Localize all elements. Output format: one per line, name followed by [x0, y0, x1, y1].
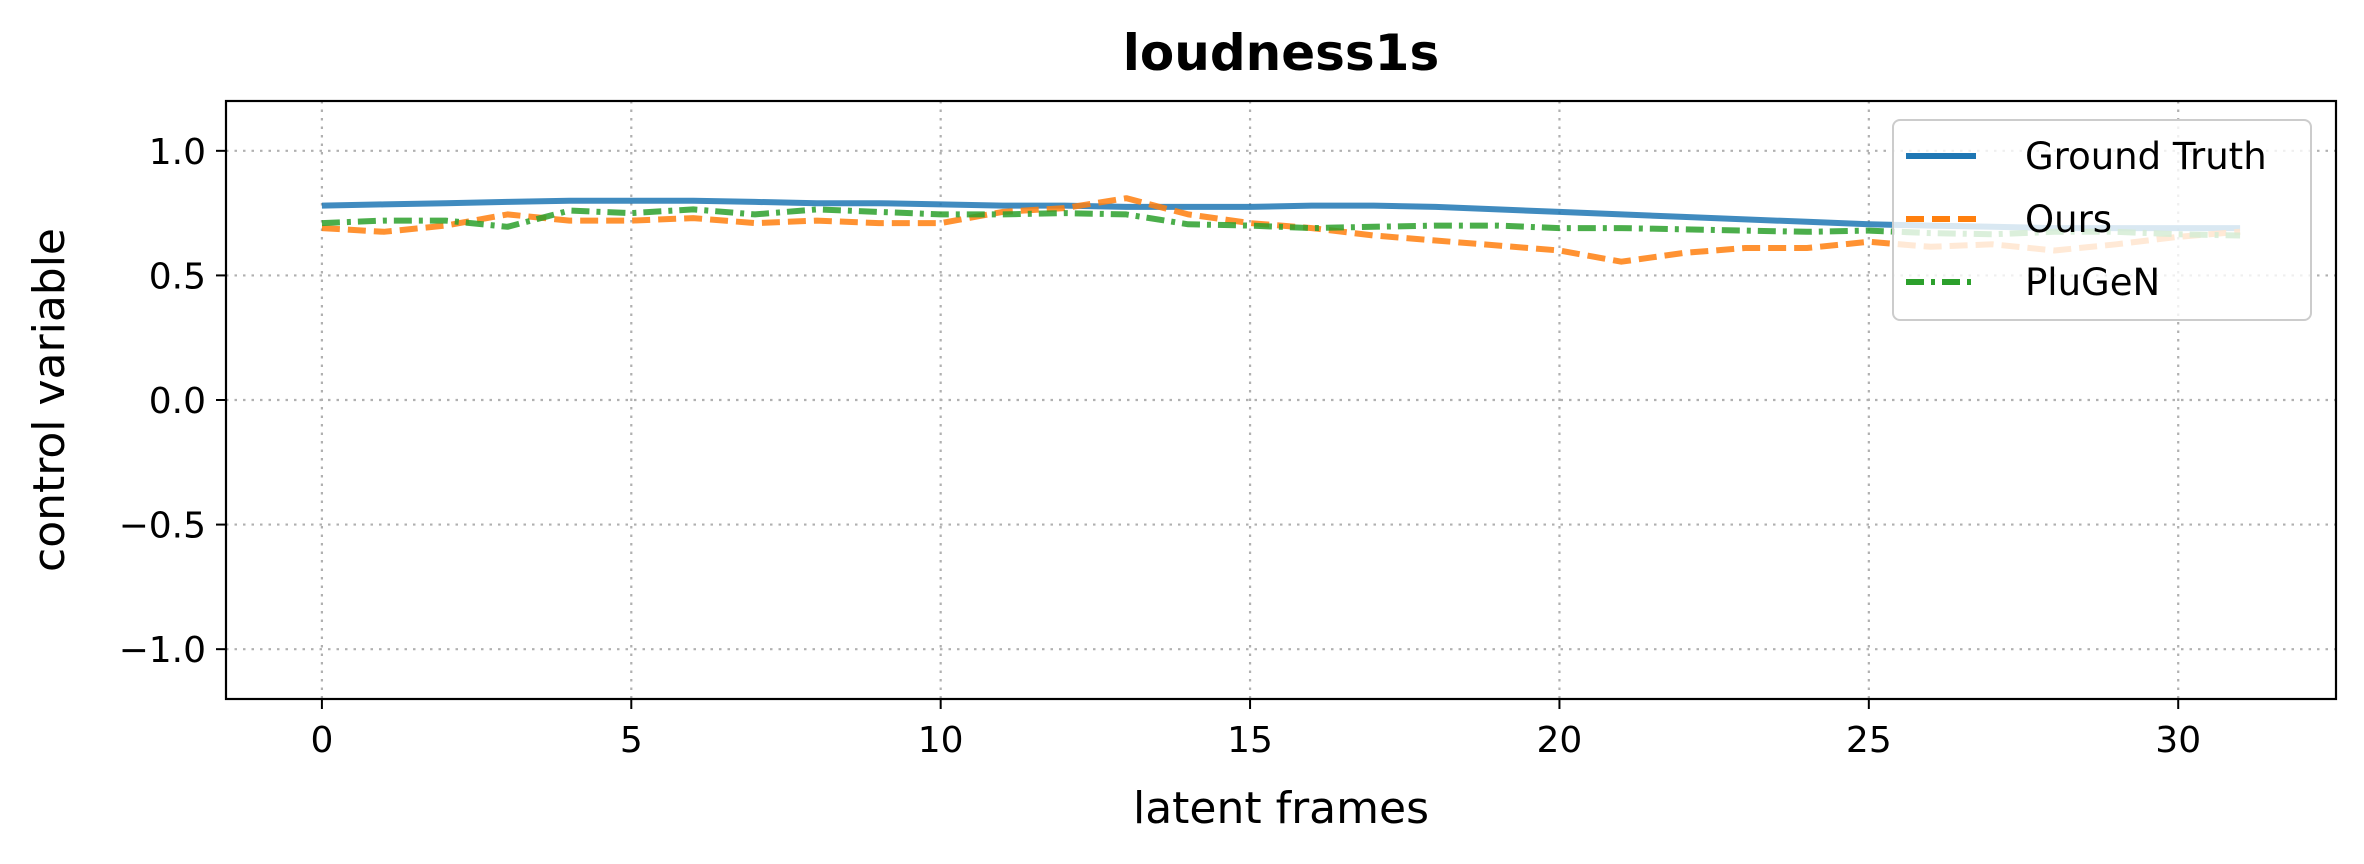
grid — [226, 101, 2336, 699]
x-tick-label: 0 — [310, 720, 333, 761]
legend-label: Ground Truth — [2025, 135, 2267, 178]
x-tick-label: 15 — [1227, 720, 1273, 761]
x-tick-label: 25 — [1846, 720, 1892, 761]
x-tick-label: 20 — [1537, 720, 1583, 761]
y-tick-label: 0.0 — [149, 381, 206, 422]
x-tick-label: 10 — [918, 720, 964, 761]
y-tick-label: −0.5 — [119, 506, 206, 547]
y-tick-label: 0.5 — [149, 256, 206, 297]
x-tick-label: 30 — [2155, 720, 2201, 761]
legend: Ground Truth Ours PluGeN — [1892, 119, 2312, 321]
x-tick-label: 5 — [620, 720, 643, 761]
y-axis-ticks: −1.0 −0.5 0.0 0.5 1.0 — [119, 132, 226, 671]
x-axis-label: latent frames — [1133, 783, 1429, 834]
series-line-2 — [321, 206, 2241, 239]
legend-label: Ours — [2025, 198, 2112, 241]
y-axis-label: control variable — [24, 228, 75, 572]
chart-title: loudness1s — [1123, 24, 1439, 82]
legend-label: PluGeN — [2025, 261, 2160, 304]
y-tick-label: 1.0 — [149, 132, 206, 173]
legend-box — [1892, 119, 2312, 321]
y-tick-label: −1.0 — [119, 630, 206, 671]
x-axis-ticks: 0 5 10 15 20 25 30 — [310, 699, 2201, 761]
